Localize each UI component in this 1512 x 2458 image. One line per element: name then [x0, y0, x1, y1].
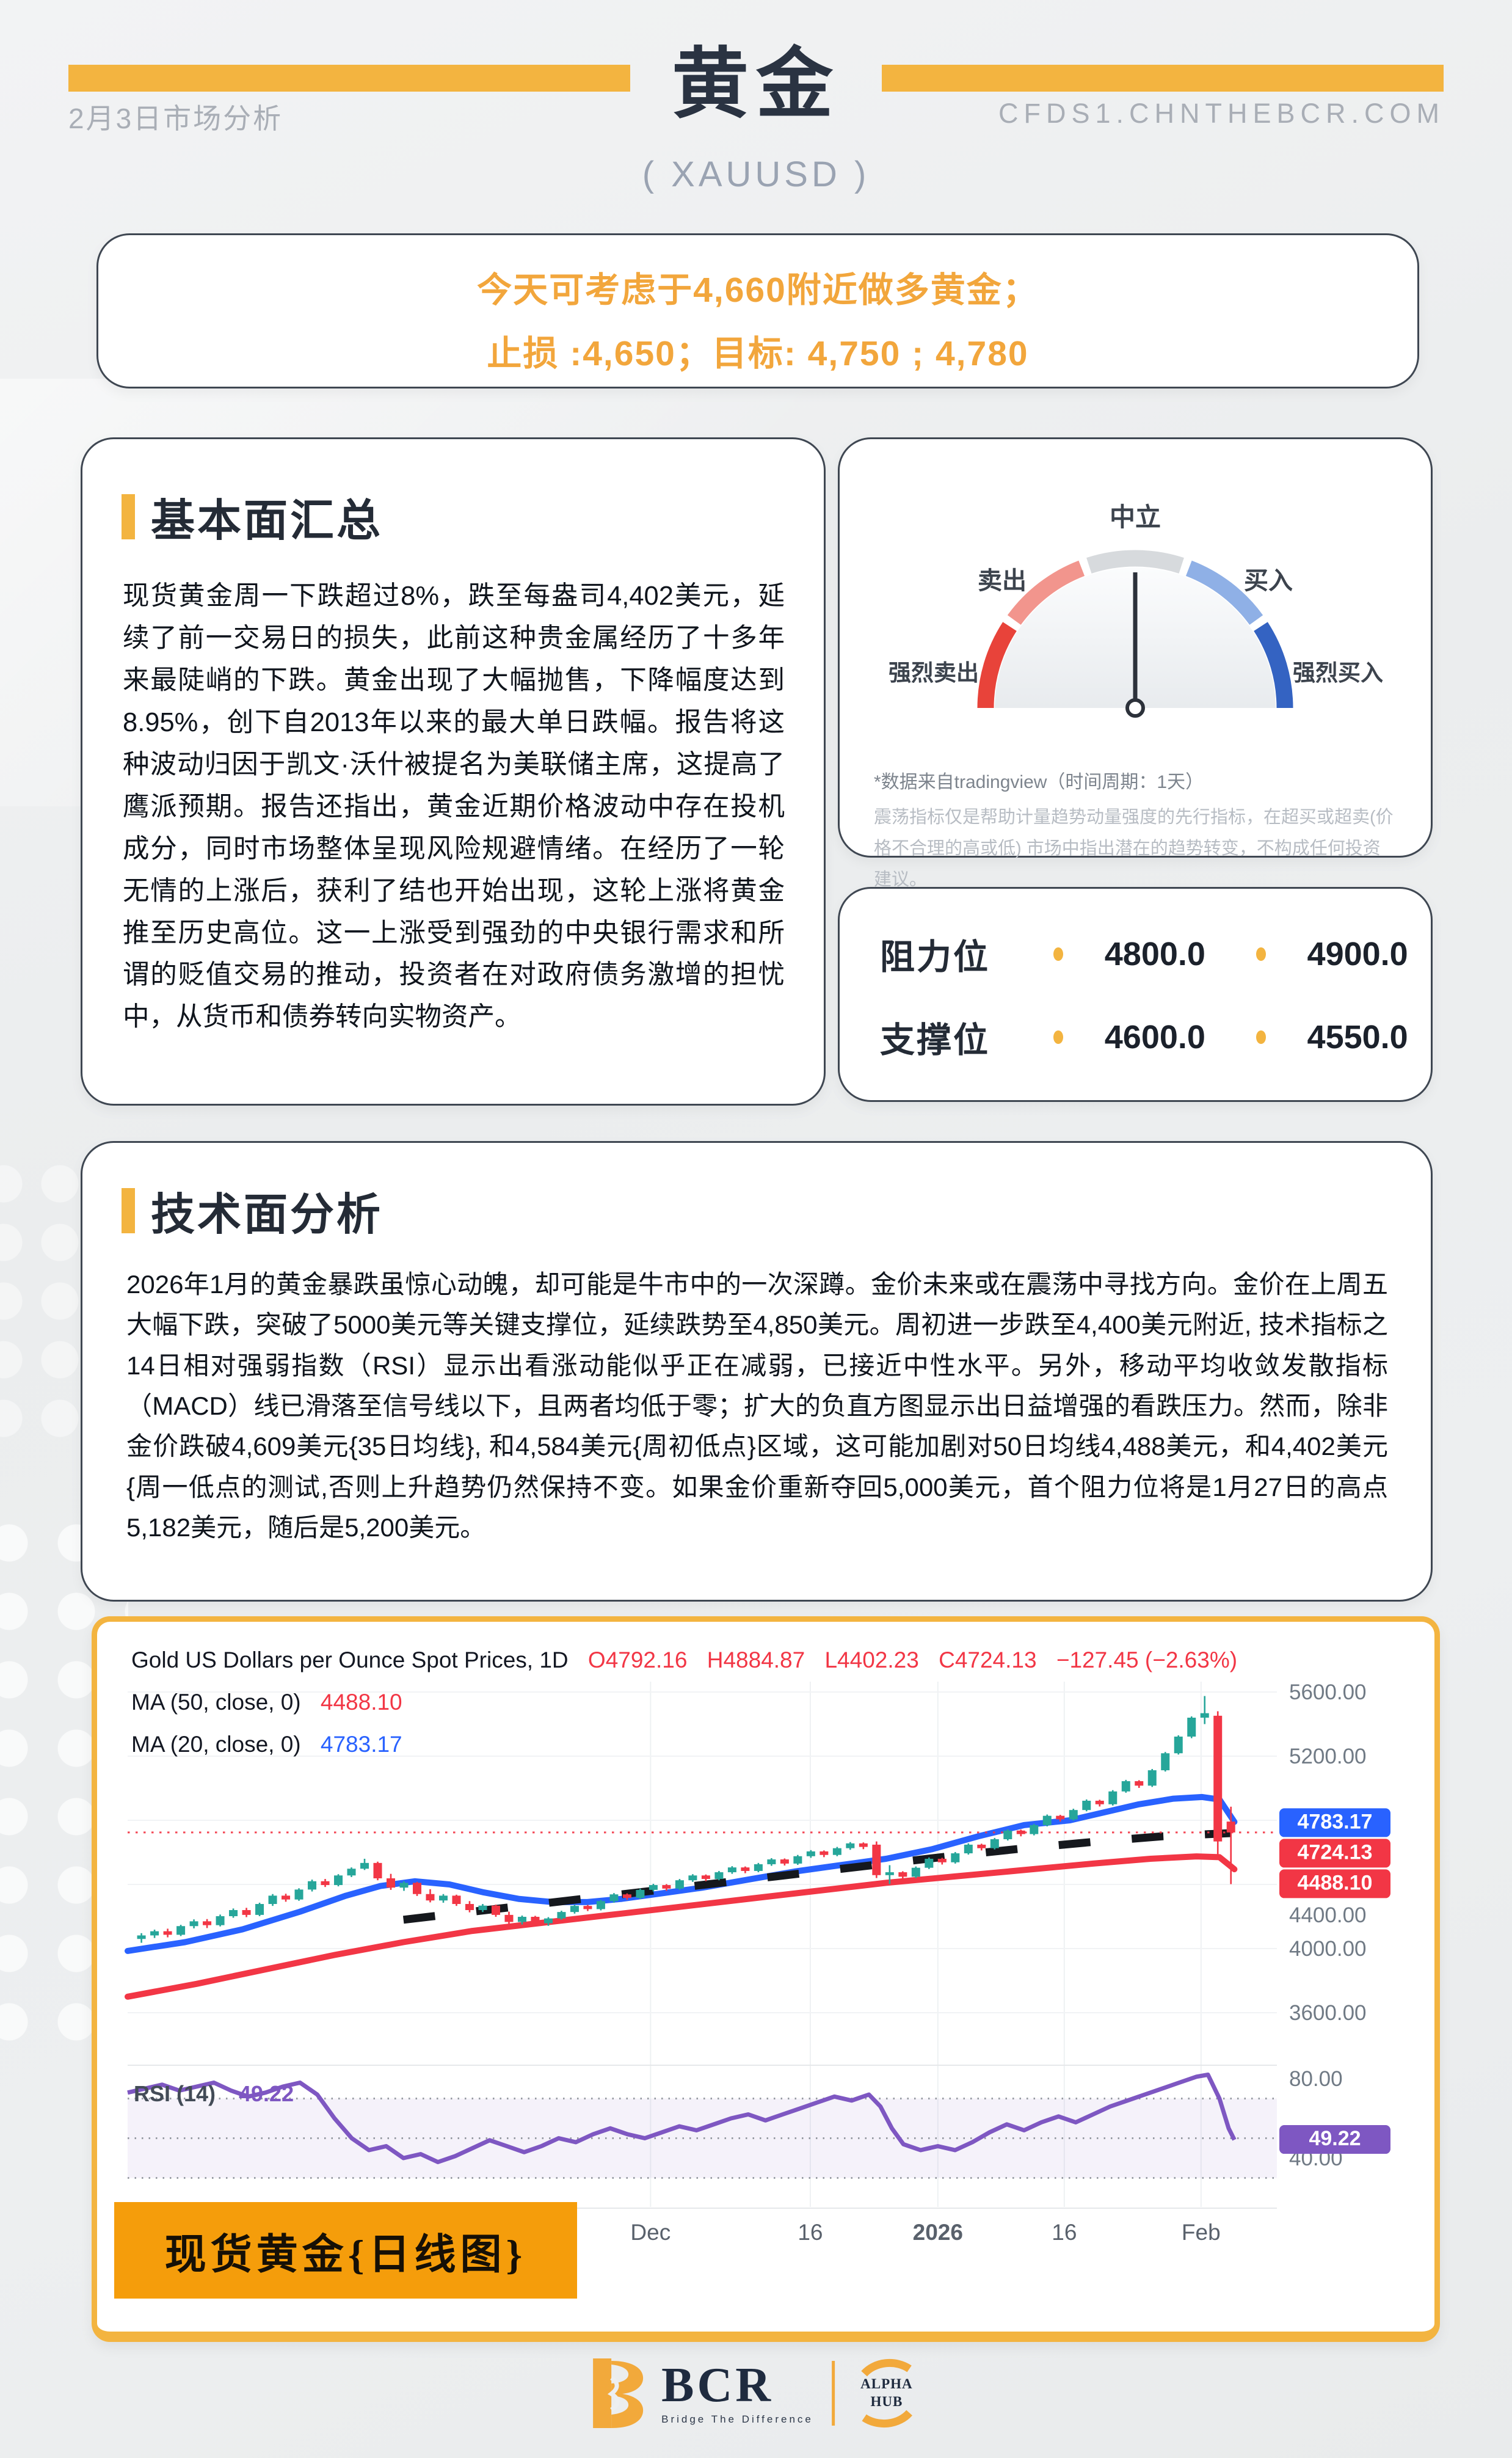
alpha-label-line1: ALPHA	[860, 2376, 913, 2392]
resistance-value-1: 4800.0	[1104, 936, 1205, 972]
svg-text:RSI (14): RSI (14)	[134, 2081, 216, 2106]
ohlc-low: L4402.23	[824, 1647, 919, 1672]
recommendation-line1: 今天可考虑于4,660附近做多黄金；	[477, 271, 1039, 310]
gauge-source-note: *数据来自tradingview（时间周期：1天）	[874, 772, 1204, 792]
resistance-label: 阻力位	[880, 938, 990, 977]
svg-text:16: 16	[1052, 2220, 1077, 2245]
technical-heading: 技术面分析	[122, 1178, 1431, 1242]
support-value-1: 4600.0	[1104, 1019, 1205, 1056]
trade-recommendation-card: 今天可考虑于4,660附近做多黄金； 止损 :4,650；目标: 4,750 ;…	[96, 233, 1419, 388]
fundamental-summary-card: 基本面汇总 现货黄金周一下跌超过8%，跌至每盎司4,402美元，延续了前一交易日…	[81, 437, 826, 1106]
ma50-value: 4488.10	[320, 1690, 402, 1715]
svg-text:2026: 2026	[913, 2220, 963, 2245]
svg-text:4783.17: 4783.17	[1298, 1810, 1373, 1833]
candlestick-chart: Dec 16 2026 16 Feb 5600.00 5200.00 4400.00 4000.…	[125, 1680, 1390, 2245]
gauge-label-sell: 卖出	[978, 567, 1027, 594]
svg-text:5600.00: 5600.00	[1289, 1680, 1367, 1704]
symbol-subtitle: ( XAUUSD )	[642, 155, 870, 194]
svg-text:3600.00: 3600.00	[1289, 2001, 1367, 2025]
gauge-label-buy: 买入	[1244, 567, 1293, 594]
support-label: 支撑位	[880, 1021, 990, 1060]
decorative-dot-grid	[0, 1154, 85, 1448]
gauge-disclaimer: 震荡指标仅是帮助计量趋势动量强度的先行指标，在超买或超卖(价格不合理的高或低) …	[874, 808, 1394, 889]
technical-body-text: 2026年1月的黄金暴跌虽惊心动魄，却可能是牛市中的一次深蹲。金价未来或在震荡中…	[126, 1270, 1388, 1542]
chart-legend-title-row: Gold US Dollars per Ounce Spot Prices, 1…	[131, 1647, 1237, 1673]
ma20-value: 4783.17	[320, 1732, 402, 1757]
support-row: 支撑位 4600.0 4550.0	[880, 1012, 1431, 1062]
svg-text:Dec: Dec	[630, 2220, 671, 2245]
alpha-hub-label: ALPHA HUB	[860, 2376, 913, 2411]
brand-divider	[831, 2361, 835, 2426]
fundamental-heading-text: 基本面汇总	[151, 497, 383, 545]
price-chart-card: Gold US Dollars per Ounce Spot Prices, 1…	[92, 1616, 1440, 2342]
alpha-hub-arcs-icon	[861, 2358, 912, 2428]
brand-text-block: BCR Bridge The Difference	[661, 2361, 813, 2426]
bullet-icon	[1256, 947, 1266, 961]
bcr-logo-icon	[593, 2358, 644, 2428]
bullet-icon	[1053, 947, 1063, 961]
ohlc-open: O4792.16	[587, 1647, 688, 1672]
gauge-label-neutral: 中立	[1110, 503, 1161, 531]
chart-legend: Gold US Dollars per Ounce Spot Prices, 1…	[131, 1647, 1237, 1774]
svg-text:49.22: 49.22	[239, 2081, 294, 2106]
ohlc-close: C4724.13	[939, 1647, 1037, 1672]
page-title: 黄金	[672, 41, 840, 127]
bullet-icon	[1256, 1030, 1266, 1044]
gauge-label-strong-sell: 强烈卖出	[889, 660, 979, 685]
recommendation-line2: 止损 :4,650；目标: 4,750 ; 4,780	[487, 334, 1029, 373]
svg-text:16: 16	[798, 2220, 823, 2245]
footer-brand: BCR Bridge The Difference ALPHA HUB	[589, 2355, 923, 2431]
svg-text:4400.00: 4400.00	[1289, 1903, 1367, 1927]
website-label: CFDS1.CHNTHEBCR.COM	[998, 98, 1445, 129]
svg-text:4724.13: 4724.13	[1298, 1840, 1373, 1864]
svg-text:4488.10: 4488.10	[1298, 1871, 1373, 1894]
brand-tagline: Bridge The Difference	[661, 2413, 813, 2425]
sentiment-gauge-card: 中立 卖出 买入 强烈卖出 强烈买入 *数据来自tradingview（时间周期…	[838, 437, 1433, 889]
sentiment-gauge: 中立 卖出 买入 强烈卖出 强烈买入	[889, 503, 1383, 718]
ohlc-high: H4884.87	[707, 1647, 805, 1672]
svg-text:5200.00: 5200.00	[1289, 1745, 1367, 1768]
support-value-2: 4550.0	[1307, 1019, 1408, 1056]
fundamental-heading: 基本面汇总	[122, 484, 824, 549]
ma50-legend-row: MA (50, close, 0) 4488.10	[131, 1690, 1237, 1715]
fundamental-body-text: 现货黄金周一下跌超过8%，跌至每盎司4,402美元，延续了前一交易日的损失，此前…	[123, 582, 785, 1032]
svg-text:49.22: 49.22	[1309, 2127, 1361, 2150]
levels-card: 阻力位 4800.0 4900.0 支撑位 4600.0 4550.0	[838, 887, 1433, 1102]
ma20-legend-row: MA (20, close, 0) 4783.17	[131, 1732, 1237, 1757]
heading-marker	[122, 1187, 135, 1233]
chart-watermark-text: 现货黄金{日线图}	[164, 2231, 527, 2278]
ma50-label: MA (50, close, 0)	[131, 1690, 301, 1715]
header-accent-bar-right	[882, 65, 1444, 92]
technical-heading-text: 技术面分析	[151, 1191, 383, 1239]
ma20-label: MA (20, close, 0)	[131, 1732, 301, 1757]
report-date-label: 2月3日市场分析	[68, 103, 283, 134]
gauge-arc-buy	[1185, 560, 1263, 625]
gauge-label-strong-buy: 强烈买入	[1293, 660, 1383, 685]
alpha-hub-emblem: ALPHA HUB	[851, 2355, 923, 2431]
ohlc-change: −127.45 (−2.63%)	[1056, 1647, 1238, 1672]
gauge-arc-strong-sell	[977, 622, 1017, 709]
chart-watermark: 现货黄金{日线图}	[114, 2202, 577, 2299]
gauge-arc-neutral	[1086, 550, 1184, 574]
gauge-arc-sell	[1007, 560, 1085, 625]
heading-marker	[122, 494, 135, 539]
bullet-icon	[1053, 1030, 1063, 1044]
alpha-label-line2: HUB	[870, 2394, 903, 2409]
svg-text:4000.00: 4000.00	[1289, 1937, 1367, 1961]
resistance-value-2: 4900.0	[1307, 936, 1408, 972]
header-accent-bar-left	[68, 65, 630, 92]
svg-text:Feb: Feb	[1182, 2220, 1221, 2245]
gauge-arc-strong-buy	[1254, 622, 1293, 709]
resistance-row: 阻力位 4800.0 4900.0	[880, 929, 1431, 979]
chart-title: Gold US Dollars per Ounce Spot Prices, 1…	[131, 1647, 569, 1672]
gauge-pivot	[1125, 698, 1145, 718]
brand-name: BCR	[661, 2358, 774, 2412]
technical-analysis-card: 技术面分析 2026年1月的黄金暴跌虽惊心动魄，却可能是牛市中的一次深蹲。金价未…	[81, 1141, 1433, 1602]
svg-text:80.00: 80.00	[1289, 2067, 1343, 2091]
